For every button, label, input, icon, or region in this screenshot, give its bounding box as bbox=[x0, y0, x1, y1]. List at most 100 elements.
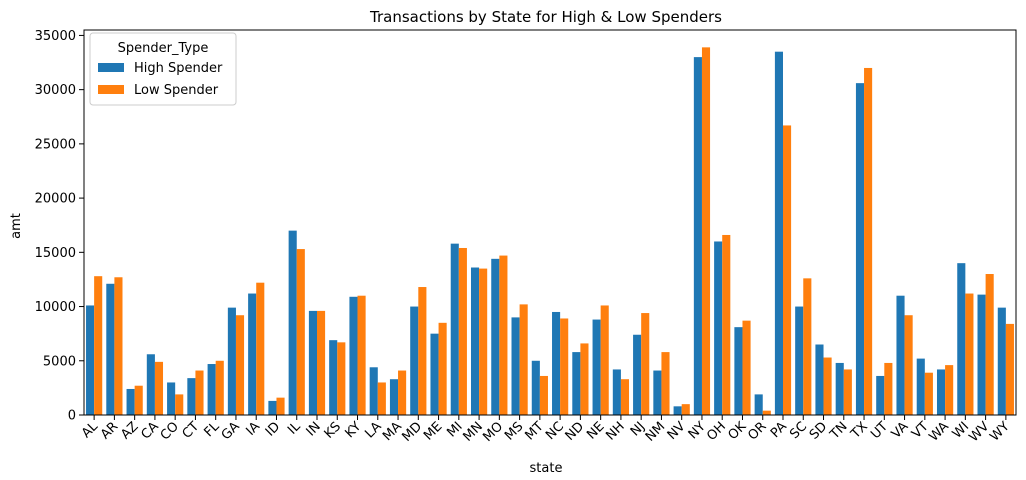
bar-high-spender-mn bbox=[470, 267, 480, 415]
legend-label-low-spender: Low Spender bbox=[134, 83, 219, 98]
x-tick-label: IL bbox=[285, 419, 304, 438]
bar-low-spender-mn bbox=[479, 268, 488, 415]
bar-high-spender-me bbox=[430, 333, 439, 415]
bar-low-spender-ga bbox=[235, 315, 245, 415]
bar-high-spender-ks bbox=[329, 340, 338, 415]
bar-high-spender-nv bbox=[673, 406, 682, 415]
bar-low-spender-id bbox=[276, 397, 285, 415]
x-tick-label: LA bbox=[362, 419, 384, 441]
bar-high-spender-ut bbox=[876, 375, 885, 415]
bar-low-spender-nh bbox=[620, 379, 630, 415]
bar-low-spender-la bbox=[377, 382, 386, 415]
bar-high-spender-ma bbox=[389, 379, 399, 415]
bar-low-spender-tx bbox=[864, 67, 873, 415]
bar-high-spender-co bbox=[167, 382, 176, 415]
x-tick-label: ME bbox=[421, 419, 445, 443]
legend-swatch-low-spender bbox=[98, 85, 124, 94]
bar-low-spender-or bbox=[762, 410, 771, 415]
x-tick-label: NY bbox=[686, 419, 709, 442]
x-tick-label: PA bbox=[768, 419, 790, 441]
bar-high-spender-tn bbox=[835, 362, 844, 415]
bar-low-spender-al bbox=[94, 276, 103, 415]
bar-low-spender-co bbox=[175, 394, 184, 415]
bar-low-spender-mo bbox=[499, 255, 508, 415]
legend-frame bbox=[89, 32, 237, 106]
x-tick-label: KY bbox=[342, 419, 364, 441]
bar-high-spender-al bbox=[86, 305, 95, 415]
bar-high-spender-ct bbox=[187, 378, 196, 415]
y-tick-label: 35000 bbox=[35, 29, 76, 44]
bar-high-spender-ny bbox=[693, 57, 702, 416]
x-tick-label: FL bbox=[201, 419, 223, 441]
y-tick-label: 20000 bbox=[35, 192, 76, 207]
bar-high-spender-nj bbox=[633, 334, 642, 415]
y-tick-label: 15000 bbox=[35, 246, 76, 261]
bar-high-spender-ne bbox=[592, 319, 601, 415]
x-tick-label: GA bbox=[219, 419, 243, 443]
bar-high-spender-sd bbox=[815, 344, 824, 415]
bar-high-spender-wi bbox=[957, 263, 966, 415]
bar-low-spender-ny bbox=[701, 47, 711, 415]
bar-low-spender-ma bbox=[398, 370, 407, 415]
x-tick-label: CT bbox=[180, 419, 203, 442]
x-tick-label: IN bbox=[304, 419, 324, 439]
x-tick-label: KS bbox=[322, 419, 344, 441]
x-tick-label: NE bbox=[584, 419, 607, 442]
x-tick-label: IA bbox=[243, 419, 263, 439]
bar-high-spender-ga bbox=[227, 307, 236, 415]
bar-low-spender-wy bbox=[1005, 323, 1014, 415]
bar-high-spender-mt bbox=[531, 360, 540, 415]
bar-high-spender-az bbox=[126, 388, 135, 415]
bar-low-spender-pa bbox=[783, 125, 792, 416]
x-tick-label: ID bbox=[263, 419, 283, 439]
bar-high-spender-fl bbox=[207, 364, 216, 415]
bar-low-spender-ia bbox=[256, 282, 265, 415]
bar-low-spender-nc bbox=[560, 318, 569, 415]
bar-low-spender-ok bbox=[742, 320, 751, 415]
bar-low-spender-ms bbox=[519, 304, 528, 415]
x-tick-label: WA bbox=[926, 419, 952, 445]
bar-high-spender-or bbox=[754, 394, 763, 415]
x-tick-label: CA bbox=[138, 419, 161, 442]
bar-low-spender-oh bbox=[722, 234, 731, 415]
y-axis-label: amt bbox=[9, 213, 24, 239]
bar-high-spender-in bbox=[308, 310, 317, 415]
bar-low-spender-va bbox=[904, 315, 913, 415]
bar-high-spender-ia bbox=[248, 293, 257, 415]
x-tick-label: WY bbox=[987, 419, 1012, 444]
x-tick-label: AR bbox=[98, 419, 121, 442]
bar-low-spender-fl bbox=[215, 360, 224, 415]
bar-low-spender-ky bbox=[357, 295, 366, 415]
legend-label-high-spender: High Spender bbox=[134, 61, 223, 76]
y-tick-label: 5000 bbox=[43, 354, 76, 369]
bar-low-spender-ut bbox=[884, 362, 893, 415]
bar-low-spender-me bbox=[438, 322, 447, 415]
bar-low-spender-wa bbox=[945, 365, 954, 415]
legend-title: Spender_Type bbox=[118, 41, 209, 56]
x-tick-label: SC bbox=[787, 419, 810, 442]
legend: Spender_Type High Spender Low Spender bbox=[89, 32, 237, 106]
bar-low-spender-ct bbox=[195, 370, 204, 415]
bar-high-spender-sc bbox=[795, 306, 804, 415]
bar-low-spender-nd bbox=[580, 343, 589, 415]
bar-low-spender-ne bbox=[600, 305, 609, 415]
bar-high-spender-va bbox=[896, 295, 905, 415]
bar-high-spender-ar bbox=[106, 283, 115, 415]
bar-low-spender-in bbox=[317, 310, 326, 415]
bar-low-spender-vt bbox=[924, 372, 933, 415]
bar-high-spender-oh bbox=[714, 241, 723, 415]
bar-high-spender-mo bbox=[491, 258, 500, 415]
bar-high-spender-wy bbox=[997, 307, 1006, 415]
bar-low-spender-wv bbox=[985, 274, 994, 415]
bar-high-spender-ms bbox=[511, 317, 520, 415]
x-tick-label: NH bbox=[603, 419, 627, 443]
plot-frame bbox=[83, 29, 1017, 416]
x-tick-label: UT bbox=[868, 419, 891, 442]
bar-high-spender-id bbox=[268, 400, 277, 415]
y-tick-label: 25000 bbox=[35, 137, 76, 152]
bar-low-spender-az bbox=[134, 385, 143, 415]
x-tick-label: TX bbox=[848, 419, 871, 442]
bar-low-spender-tn bbox=[843, 369, 852, 415]
bar-high-spender-ok bbox=[734, 327, 743, 415]
